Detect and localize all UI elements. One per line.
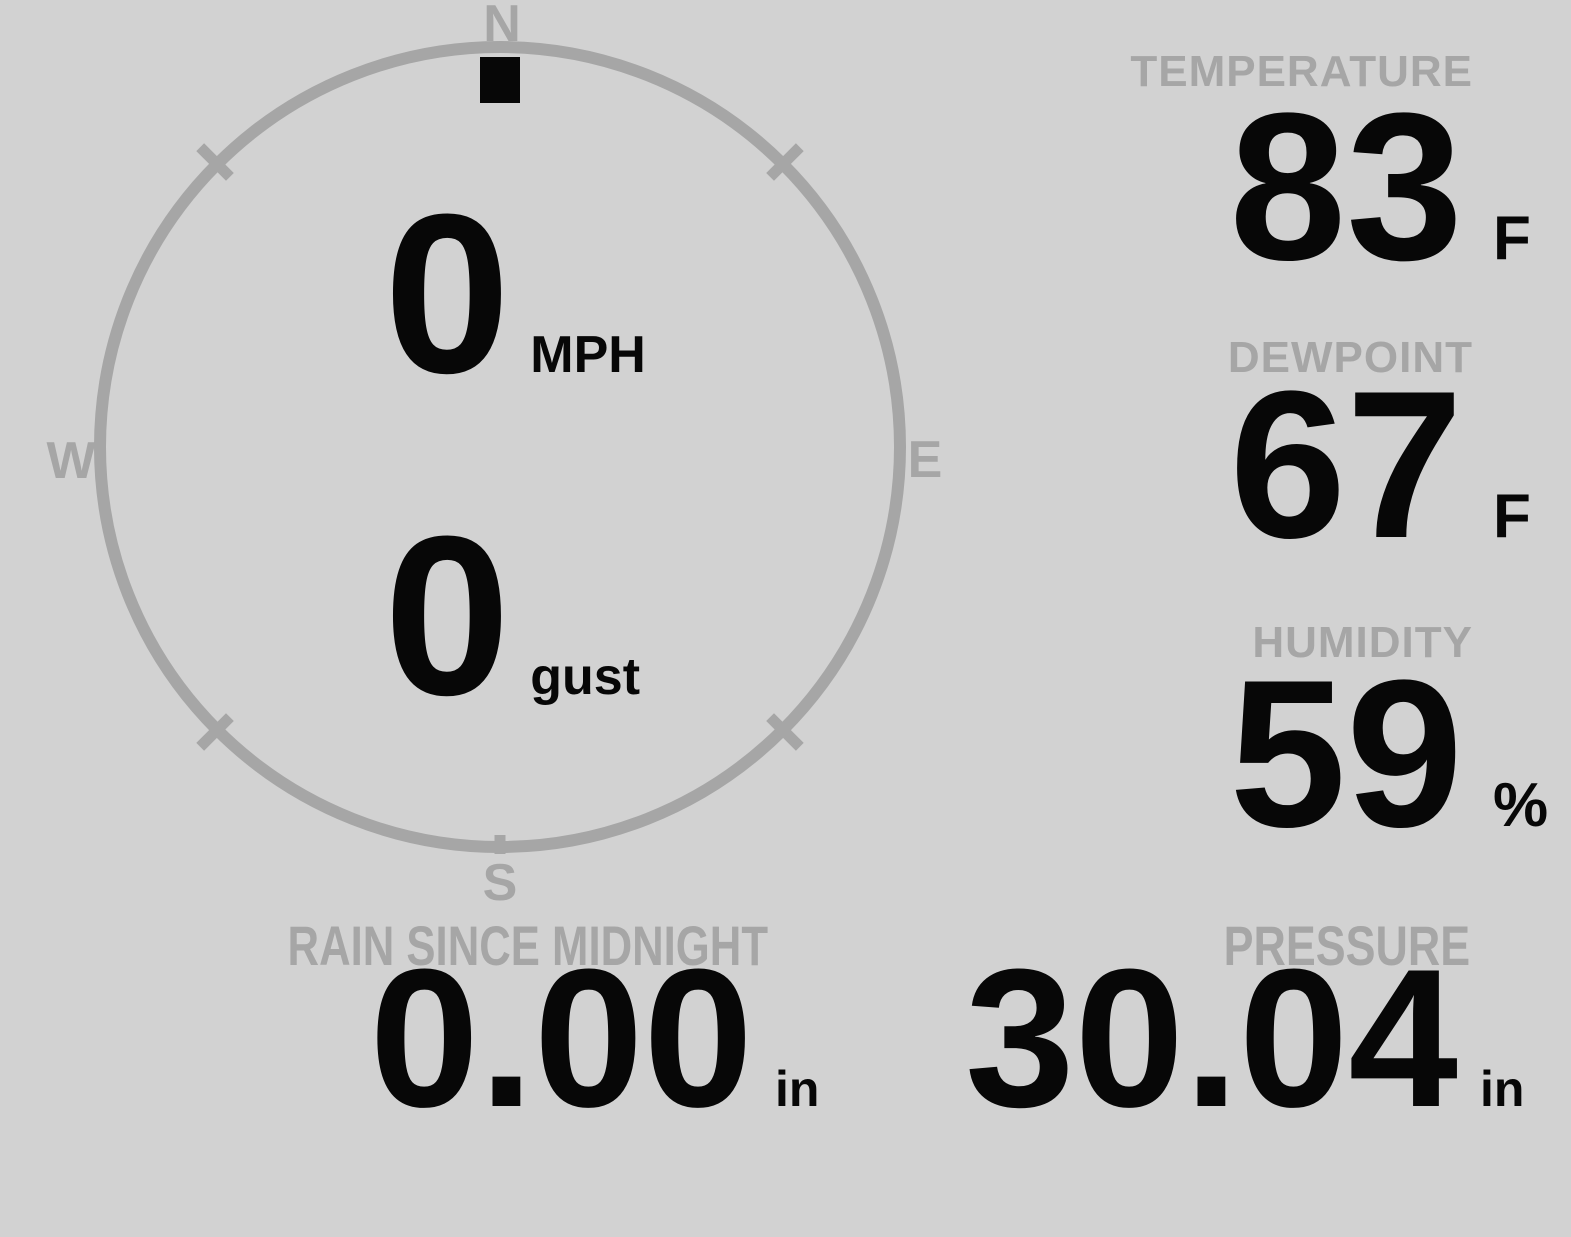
compass-label-west: W: [46, 432, 96, 490]
temperature-label: TEMPERATURE: [1130, 47, 1473, 96]
wind-compass: [94, 41, 906, 854]
pressure-value: 30.04: [965, 928, 1458, 1148]
temperature-value-row: 83 F: [1229, 82, 1558, 292]
temperature-value: 83: [1229, 69, 1463, 304]
rain-value-row: 0.00 in: [369, 928, 820, 1148]
humidity-unit: %: [1493, 771, 1549, 840]
tick-ne: [766, 143, 804, 181]
wind-speed-value: 0: [384, 168, 511, 421]
pressure-unit: in: [1480, 1061, 1525, 1117]
rain-value: 0.00: [369, 928, 753, 1148]
tick-sw: [196, 713, 234, 751]
wind-direction-marker: [480, 57, 520, 103]
compass-label-north: N: [483, 0, 521, 53]
dewpoint-value: 67: [1229, 347, 1463, 582]
dewpoint-value-row: 67 F: [1229, 360, 1558, 570]
tick-nw: [196, 143, 234, 181]
tick-se: [766, 713, 804, 751]
humidity-label: HUMIDITY: [1252, 618, 1473, 667]
rain-unit: in: [775, 1061, 820, 1117]
dewpoint-label: DEWPOINT: [1227, 333, 1473, 382]
compass-label-south: S: [482, 854, 518, 912]
rain-label: RAIN SINCE MIDNIGHT: [287, 914, 768, 977]
compass-label-east: E: [907, 431, 943, 489]
pressure-value-row: 30.04 in: [965, 940, 1524, 1137]
compass-ticks: [196, 143, 804, 854]
pressure-label: PRESSURE: [1223, 914, 1470, 977]
wind-gust: 0 gust: [384, 503, 640, 730]
humidity-value-row: 59 %: [1229, 649, 1558, 859]
temperature-unit: F: [1493, 204, 1531, 273]
wind-speed-unit: MPH: [530, 326, 646, 384]
wind-gust-unit: gust: [530, 648, 641, 706]
humidity-value: 59: [1229, 636, 1463, 871]
dewpoint-unit: F: [1493, 482, 1531, 551]
wind-gust-value: 0: [384, 490, 511, 743]
wind-speed: 0 MPH: [384, 181, 646, 408]
